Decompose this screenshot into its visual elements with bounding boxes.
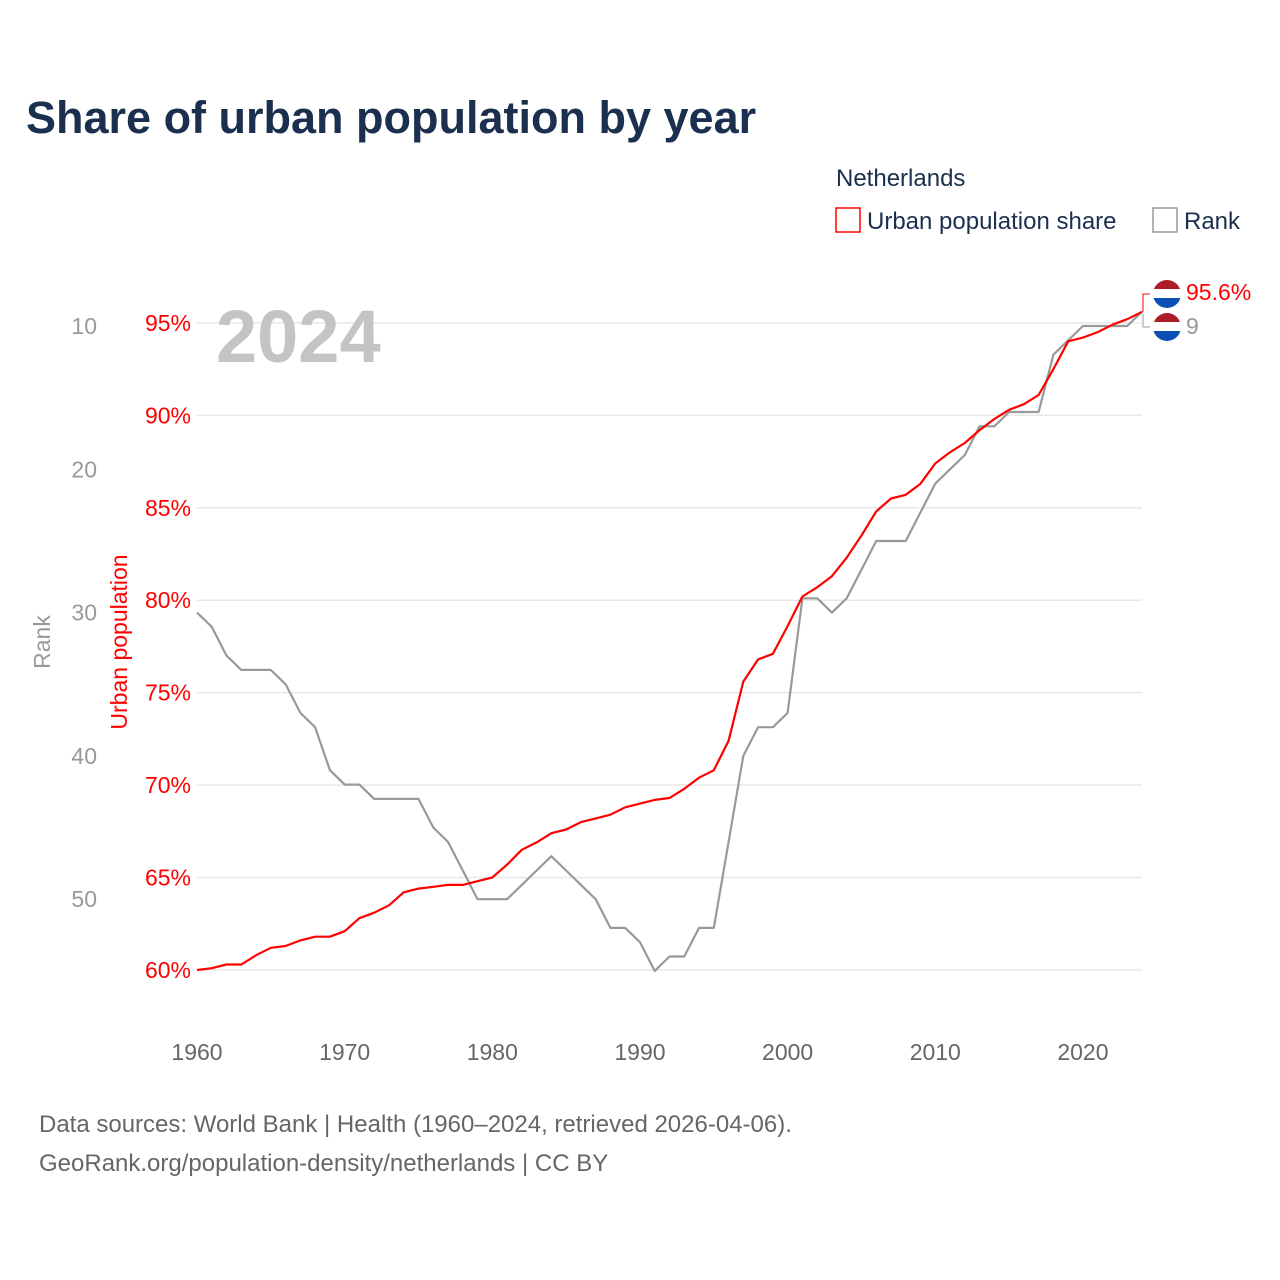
legend-title: Netherlands — [836, 165, 965, 192]
legend-swatch-rank — [1152, 207, 1178, 233]
legend-swatch-urban-share — [835, 207, 861, 233]
y-tick-label-rank: 30 — [71, 600, 97, 626]
x-tick-label: 1960 — [171, 1039, 222, 1065]
footer-source: Data sources: World Bank | Health (1960–… — [39, 1111, 792, 1138]
y-tick-label-share: 75% — [145, 680, 191, 706]
y-axis-share: 60% 65% 70% 75% 80% 85% 90% 95% — [145, 310, 191, 983]
x-tick-label: 2000 — [762, 1039, 813, 1065]
x-tick-label: 1990 — [614, 1039, 665, 1065]
x-tick-label: 2020 — [1057, 1039, 1108, 1065]
footer-credit[interactable]: GeoRank.org/population-density/netherlan… — [39, 1150, 608, 1177]
y-tick-label-share: 95% — [145, 310, 191, 336]
end-label-share: 95.6% — [1186, 279, 1251, 305]
legend-label-rank: Rank — [1184, 208, 1241, 235]
netherlands-flag-icon — [1153, 280, 1181, 308]
y-tick-label-share: 80% — [145, 587, 191, 613]
chart-title: Share of urban population by year — [26, 92, 756, 143]
netherlands-flag-icon — [1153, 313, 1181, 341]
y-tick-label-share: 70% — [145, 772, 191, 798]
y-tick-label-share: 85% — [145, 495, 191, 521]
y-tick-label-share: 60% — [145, 957, 191, 983]
y-tick-label-share: 65% — [145, 865, 191, 891]
series-line-urban-share — [196, 310, 1143, 972]
x-tick-label: 1970 — [319, 1039, 370, 1065]
legend-item-urban-share[interactable]: Urban population share — [835, 207, 1117, 235]
x-tick-label: 2010 — [910, 1039, 961, 1065]
y-tick-label-rank: 50 — [71, 886, 97, 912]
year-watermark: 2024 — [216, 295, 381, 378]
y-tick-label-rank: 10 — [71, 313, 97, 339]
y-tick-label-rank: 40 — [71, 743, 97, 769]
y-tick-label-share: 90% — [145, 402, 191, 428]
y-axis-label-rank: Rank — [29, 615, 55, 669]
y-tick-label-rank: 20 — [71, 456, 97, 482]
end-label-connector-rank — [1142, 314, 1150, 328]
x-tick-label: 1980 — [467, 1039, 518, 1065]
series-line-rank — [196, 310, 1143, 973]
y-axis-label-share: Urban population — [106, 554, 132, 729]
x-axis: 1960 1970 1980 1990 2000 2010 2020 — [171, 1039, 1108, 1065]
end-label-connector-share — [1142, 293, 1150, 312]
end-label-rank: 9 — [1186, 313, 1199, 339]
legend-label-urban-share: Urban population share — [867, 208, 1117, 235]
legend-item-rank[interactable]: Rank — [1152, 207, 1241, 235]
y-axis-rank: 10 20 30 40 50 — [71, 313, 97, 912]
